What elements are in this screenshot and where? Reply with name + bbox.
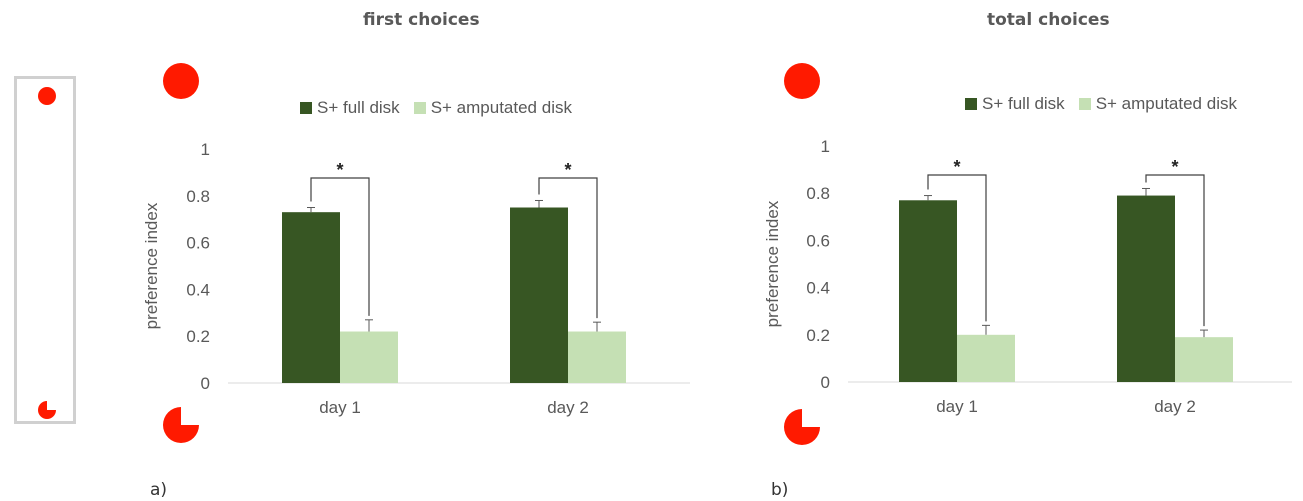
significance-star: *: [564, 160, 571, 180]
arena-full-disk-icon: [38, 87, 56, 105]
panel-b-full-disk-icon: [784, 63, 820, 99]
panel-a-full-disk-icon: [163, 63, 199, 99]
x-tick-label: day 2: [1154, 397, 1196, 416]
y-tick-label: 0.6: [806, 231, 830, 250]
y-tick-label: 0.8: [806, 184, 830, 203]
bar-amputated-disk: [340, 331, 398, 383]
significance-bracket: [538, 177, 598, 319]
bar-amputated-disk: [1175, 337, 1233, 382]
legend-label-full: S+ full disk: [982, 94, 1065, 113]
panel-b-title: total choices: [987, 10, 1110, 30]
legend-swatch-amputated: [1078, 98, 1091, 110]
significance-bracket: [927, 174, 987, 322]
bar-full-disk: [899, 200, 957, 382]
y-tick-label: 0.2: [186, 327, 210, 346]
x-tick-label: day 2: [547, 398, 589, 417]
arena-amputated-disk-icon: [38, 401, 56, 419]
legend-item-full: S+ full disk: [965, 94, 1065, 114]
y-axis-label: preference index: [763, 200, 782, 327]
y-tick-label: 0.6: [186, 234, 210, 253]
panel-b-amputated-disk-icon: [784, 409, 820, 445]
panel-a-title: first choices: [363, 10, 480, 30]
bar-full-disk: [1117, 195, 1175, 382]
x-tick-label: day 1: [319, 398, 361, 417]
bar-full-disk: [282, 212, 340, 383]
legend-swatch-full: [965, 98, 977, 110]
y-tick-label: 0.4: [186, 280, 210, 299]
panel-a-label: a): [150, 480, 168, 500]
significance-star: *: [336, 160, 343, 180]
panel-a-legend: S+ full disk S+ amputated disk: [300, 98, 586, 118]
significance-bracket: [1145, 174, 1205, 327]
legend-swatch-full: [300, 102, 312, 114]
bar-full-disk: [510, 207, 568, 383]
y-tick-label: 0.2: [806, 326, 830, 345]
legend-item-amputated: S+ amputated disk: [413, 98, 572, 118]
significance-star: *: [1171, 157, 1178, 177]
y-tick-label: 0: [201, 374, 210, 393]
y-tick-label: 1: [201, 140, 210, 159]
panel-b-legend: S+ full disk S+ amputated disk: [965, 94, 1251, 114]
legend-item-full: S+ full disk: [300, 98, 400, 118]
legend-label-full: S+ full disk: [317, 98, 400, 117]
bar-amputated-disk: [957, 334, 1015, 382]
y-tick-label: 0: [821, 373, 830, 392]
legend-item-amputated: S+ amputated disk: [1078, 94, 1237, 114]
x-tick-label: day 1: [936, 397, 978, 416]
significance-bracket: [310, 177, 370, 316]
legend-label-amputated: S+ amputated disk: [430, 98, 572, 117]
y-tick-label: 1: [821, 137, 830, 156]
bar-amputated-disk: [568, 331, 626, 383]
y-axis-label: preference index: [142, 202, 161, 329]
panel-a-amputated-disk-icon: [163, 407, 199, 443]
panel-b-label: b): [771, 480, 789, 500]
arena-schematic: [14, 76, 76, 424]
y-tick-label: 0.4: [806, 279, 830, 298]
y-tick-label: 0.8: [186, 187, 210, 206]
legend-swatch-amputated: [413, 102, 426, 114]
significance-star: *: [953, 157, 960, 177]
legend-label-amputated: S+ amputated disk: [1095, 94, 1237, 113]
